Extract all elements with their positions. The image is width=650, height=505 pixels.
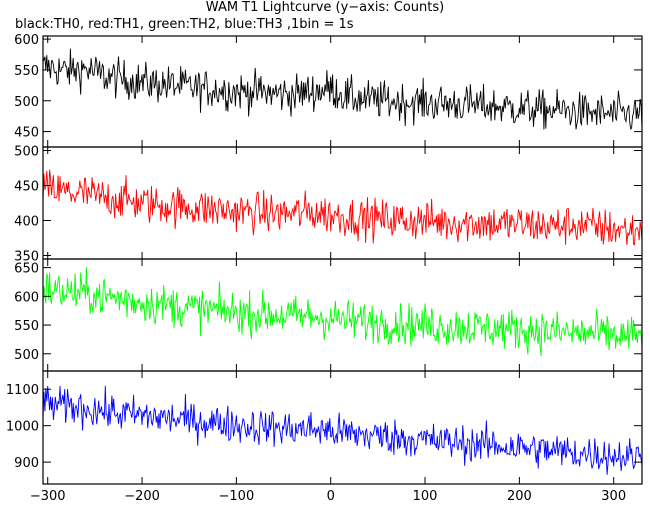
y-tick-label: 600 [14,33,39,48]
y-tick-label: 500 [14,348,39,363]
x-tick-label: 100 [413,489,438,504]
y-tick-label: 500 [14,145,39,160]
x-tick-label: −100 [219,489,255,504]
series-line-th0 [43,48,642,130]
x-tick-label: −300 [30,489,66,504]
y-tick-label: 550 [14,319,39,334]
x-tick-label: −200 [124,489,160,504]
panel-frame-th2 [42,258,643,372]
series-line-th1 [43,169,642,246]
panel-frame-th0 [42,35,643,148]
series-line-th3 [43,385,642,475]
chart-title: WAM T1 Lightcurve (y−axis: Counts) [205,0,445,15]
x-tick-label: 200 [507,489,532,504]
y-tick-label: 500 [14,95,39,110]
y-tick-label: 600 [14,290,39,305]
y-tick-label: 650 [14,262,39,277]
panel-frame-th3 [42,370,643,485]
y-tick-label: 1100 [6,383,39,398]
x-tick-label: 300 [601,489,626,504]
y-tick-label: 450 [14,180,39,195]
y-tick-label: 400 [14,215,39,230]
y-tick-label: 450 [14,126,39,141]
series-line-th2 [43,267,642,357]
y-tick-label: 550 [14,64,39,79]
x-tick-label: 0 [327,489,335,504]
y-tick-label: 900 [14,456,39,471]
y-tick-label: 1000 [6,420,39,435]
chart-subtitle: black:TH0, red:TH1, green:TH2, blue:TH3 … [15,17,354,32]
y-tick-label: 350 [14,250,39,265]
